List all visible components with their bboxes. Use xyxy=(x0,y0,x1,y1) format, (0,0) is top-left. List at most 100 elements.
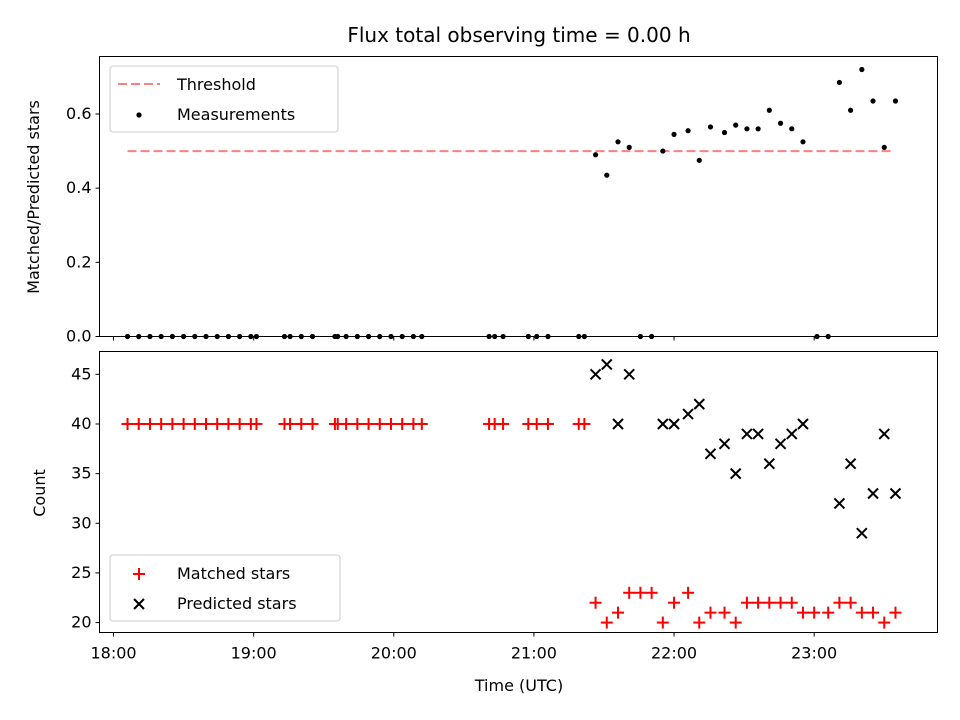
predicted-star-point xyxy=(752,428,764,440)
matched-star-point xyxy=(740,596,753,609)
matched-star-point xyxy=(541,417,554,430)
bottom-y-tick-label: 25 xyxy=(71,563,91,582)
measurement-point xyxy=(836,79,843,86)
bottom-legend: Matched stars Predicted stars xyxy=(109,554,341,622)
measurement-point xyxy=(800,139,806,145)
legend-measurements-swatch xyxy=(136,112,142,118)
bottom-y-tick-label: 35 xyxy=(71,464,91,483)
predicted-star-point xyxy=(844,457,857,470)
legend-matched-swatch xyxy=(133,568,145,580)
matched-star-point xyxy=(822,606,835,619)
predicted-star-point xyxy=(612,418,624,430)
matched-star-point xyxy=(634,586,647,599)
top-legend: Threshold Measurements xyxy=(109,65,339,133)
matched-star-point xyxy=(200,417,213,430)
measurement-point xyxy=(744,126,750,132)
matched-star-point xyxy=(855,606,868,619)
matched-star-point xyxy=(132,417,145,430)
legend-threshold-label: Threshold xyxy=(176,75,256,94)
top-y-tick-label: 0.4 xyxy=(66,178,91,197)
bottom-x-ticks: 18:00 19:00 20:00 21:00 22:00 23:00 xyxy=(90,632,837,663)
predicted-star-point xyxy=(741,428,753,440)
predicted-star-point xyxy=(668,418,680,430)
predicted-star-point xyxy=(774,438,787,450)
measurement-point xyxy=(859,66,865,73)
x-tick-label: 19:00 xyxy=(231,644,277,663)
measurement-point xyxy=(707,124,714,130)
predicted-star-point xyxy=(589,368,602,381)
matched-star-point xyxy=(530,417,543,430)
top-y-tick-label: 0.2 xyxy=(66,252,91,271)
matched-star-point xyxy=(121,417,134,430)
matched-star-point xyxy=(222,417,235,430)
x-tick-label: 20:00 xyxy=(371,644,417,663)
matched-star-point xyxy=(867,606,880,619)
matched-star-point xyxy=(656,616,669,629)
bottom-y-tick-label: 20 xyxy=(71,613,91,632)
matched-star-point xyxy=(284,417,297,430)
matched-star-point xyxy=(166,417,179,430)
measurement-point xyxy=(721,129,728,136)
legend-predicted-swatch xyxy=(133,598,145,610)
measurement-point xyxy=(766,107,772,113)
matched-star-point xyxy=(878,616,891,629)
measurement-point xyxy=(755,126,761,132)
bottom-panel: Count Time (UTC) 20 25 30 35 40 45 18:00 19:00… xyxy=(30,351,938,695)
bottom-legend-box xyxy=(109,554,341,622)
matched-star-point xyxy=(362,417,375,430)
measurement-point xyxy=(660,148,666,154)
predicted-star-point xyxy=(797,418,809,430)
matched-star-point xyxy=(233,417,246,430)
matched-star-point xyxy=(188,417,201,430)
matched-star-point xyxy=(808,606,821,619)
predicted-star-point xyxy=(601,358,613,371)
predicted-star-point xyxy=(704,448,717,460)
matched-star-point xyxy=(844,596,857,609)
matched-star-point xyxy=(578,417,591,430)
bottom-y-tick-label: 30 xyxy=(71,513,91,532)
matched-star-point xyxy=(611,606,624,619)
bottom-axes-frame xyxy=(99,351,938,633)
matched-star-point xyxy=(250,417,263,430)
matched-star-point xyxy=(295,417,308,430)
legend-predicted-label: Predicted stars xyxy=(177,594,297,613)
matched-star-point xyxy=(396,417,409,430)
matched-star-point xyxy=(211,417,224,430)
matched-star-point xyxy=(415,417,428,430)
matched-star-point xyxy=(384,417,397,430)
legend-measurements-label: Measurements xyxy=(177,105,295,124)
matched-star-point xyxy=(796,606,809,619)
top-axes-frame xyxy=(99,56,938,337)
matched-star-point xyxy=(718,606,731,619)
matched-star-point xyxy=(177,417,190,430)
predicted-star-point xyxy=(763,457,776,470)
x-tick-label: 22:00 xyxy=(651,644,697,663)
x-tick-label: 21:00 xyxy=(511,644,557,663)
matched-star-point xyxy=(155,417,168,430)
measurement-point xyxy=(696,157,702,163)
matched-star-point xyxy=(623,586,636,599)
predicted-star-point xyxy=(693,398,705,410)
measurement-point xyxy=(671,131,677,137)
matched-star-point xyxy=(600,616,613,629)
predicted-star-point xyxy=(878,428,890,440)
top-y-ticks: 0.0 0.2 0.4 0.6 xyxy=(66,104,100,346)
predicted-star-point xyxy=(730,467,742,480)
predicted-star-point xyxy=(657,418,669,430)
matched-star-point xyxy=(752,596,765,609)
bottom-plot-marks xyxy=(121,358,902,629)
predicted-star-point xyxy=(889,487,902,500)
bottom-y-axis-label: Count xyxy=(30,469,49,517)
bottom-y-ticks: 20 25 30 35 40 45 xyxy=(71,364,100,632)
bottom-y-tick-label: 45 xyxy=(71,364,91,383)
measurement-point xyxy=(615,139,621,145)
measurement-point xyxy=(777,120,784,126)
predicted-star-point xyxy=(718,438,731,450)
measurement-point xyxy=(604,172,610,178)
measurement-point xyxy=(848,107,854,113)
measurement-point xyxy=(789,126,795,132)
matched-star-point xyxy=(373,417,386,430)
matched-star-point xyxy=(693,616,706,629)
x-tick-label: 23:00 xyxy=(791,644,837,663)
